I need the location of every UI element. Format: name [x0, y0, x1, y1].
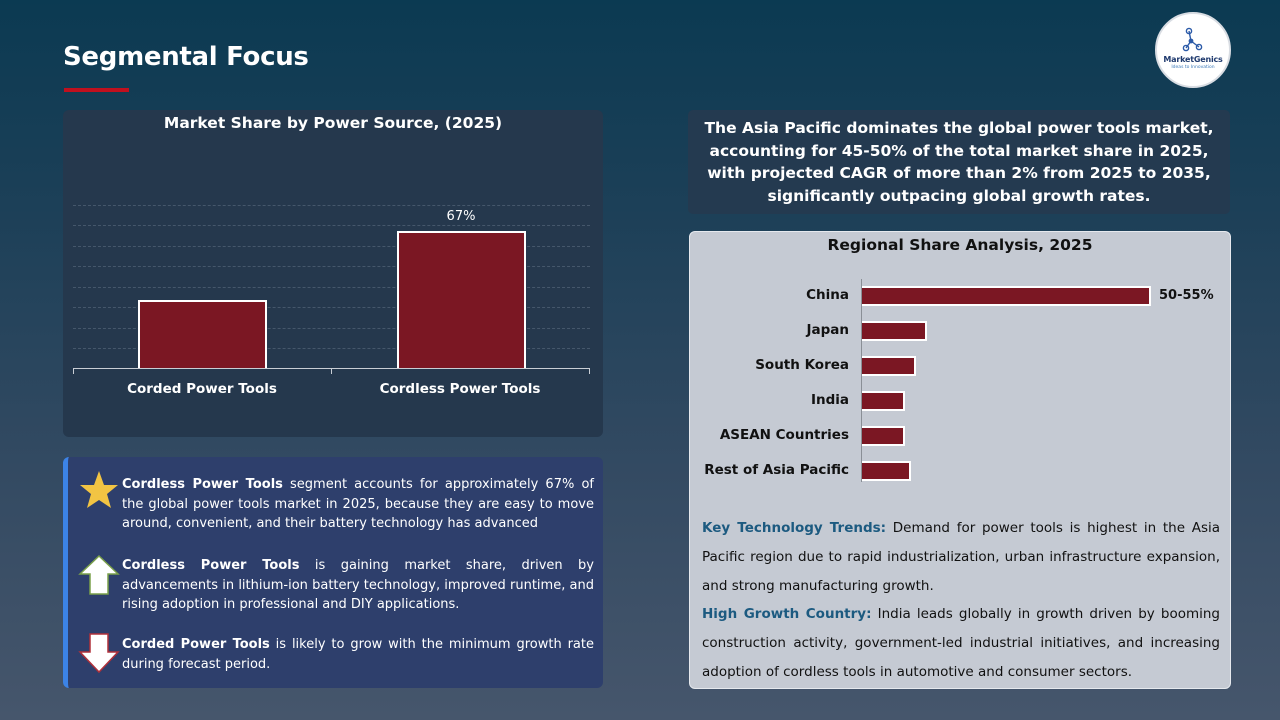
bar-label: ASEAN Countries: [719, 427, 849, 443]
insight-body: segment accounts for approximately 67% o…: [122, 477, 594, 531]
bar-row-south-korea: South Korea: [690, 356, 1232, 376]
headline-summary: The Asia Pacific dominates the global po…: [688, 110, 1230, 214]
insight-body: is likely to grow with the minimum growt…: [122, 637, 594, 672]
regional-chart-title: Regional Share Analysis, 2025: [827, 236, 1093, 254]
gridline: [73, 246, 590, 247]
bar-row-china: China 50-55%: [690, 286, 1232, 306]
bar-india: [862, 391, 905, 411]
bar-rest-of-apac: [862, 461, 911, 481]
power-source-chart-card: Market Share by Power Source, (2025) 67%…: [63, 110, 603, 437]
bar-row-rest-of-apac: Rest of Asia Pacific: [690, 461, 1232, 481]
key-technology-trends: Key Technology Trends: Demand for power …: [702, 514, 1220, 601]
x-axis-tick: [589, 368, 590, 374]
bar-south-korea: [862, 356, 916, 376]
bar-row-india: India: [690, 391, 1232, 411]
bar-row-asean: ASEAN Countries: [690, 426, 1232, 446]
insight-text: Corded Power Tools is likely to grow wit…: [122, 635, 594, 674]
insights-card: Cordless Power Tools segment accounts fo…: [63, 457, 603, 688]
logo-brand: MarketGenics: [1163, 54, 1223, 64]
title-underline: [64, 88, 129, 92]
bar-label: China: [806, 287, 849, 303]
bar-corded: [138, 300, 267, 368]
insight-body: is gaining market share, driven by advan…: [122, 558, 594, 612]
category-label: Corded Power Tools: [127, 381, 277, 397]
bar-value-label: 50-55%: [1159, 288, 1214, 303]
bar-label: South Korea: [755, 357, 849, 373]
category-label: Cordless Power Tools: [379, 381, 541, 397]
high-growth-country: High Growth Country: India leads globall…: [702, 600, 1220, 687]
logo-tagline: Ideas to Innovation: [1171, 64, 1215, 70]
gridline: [73, 225, 590, 226]
key-trends-text: Demand for power tools is highest in the…: [702, 520, 1221, 594]
bar-label: Rest of Asia Pacific: [704, 462, 849, 478]
y-axis: [861, 279, 862, 482]
network-nodes-icon: [1182, 27, 1203, 51]
insight-highlight: Cordless Power Tools: [122, 558, 300, 573]
gridline: [73, 205, 590, 206]
star-icon: [80, 471, 118, 508]
bar-label: Japan: [806, 322, 849, 338]
bar-label: India: [810, 392, 849, 408]
insight-highlight: Cordless Power Tools: [122, 477, 283, 492]
chart-title: Market Share by Power Source, (2025): [163, 114, 503, 132]
bar-china: [862, 286, 1151, 306]
bar-value-label: 67%: [446, 209, 476, 224]
x-axis-tick: [331, 368, 332, 374]
page-title: Segmental Focus: [63, 42, 309, 72]
regional-share-card: Regional Share Analysis, 2025 China 50-5…: [689, 231, 1231, 689]
gridline: [73, 328, 590, 329]
bar-row-japan: Japan: [690, 321, 1232, 341]
bar-japan: [862, 321, 927, 341]
gridline: [73, 348, 590, 349]
insight-highlight: Corded Power Tools: [122, 637, 270, 652]
arrow-down-icon: [78, 633, 120, 674]
high-growth-label: High Growth Country:: [702, 606, 872, 622]
bar-cordless: [397, 231, 526, 368]
chart-plot-area: 67%: [73, 200, 590, 368]
gridline: [73, 307, 590, 308]
company-logo: MarketGenics Ideas to Innovation: [1155, 12, 1231, 88]
key-trends-label: Key Technology Trends:: [702, 520, 887, 536]
high-growth-text: India leads globally in growth driven by…: [702, 606, 1220, 680]
insight-text: Cordless Power Tools is gaining market s…: [122, 556, 594, 615]
gridline: [73, 266, 590, 267]
arrow-up-icon: [78, 554, 120, 595]
insight-text: Cordless Power Tools segment accounts fo…: [122, 475, 594, 534]
x-axis-tick: [73, 368, 74, 374]
bar-asean: [862, 426, 905, 446]
gridline: [73, 287, 590, 288]
